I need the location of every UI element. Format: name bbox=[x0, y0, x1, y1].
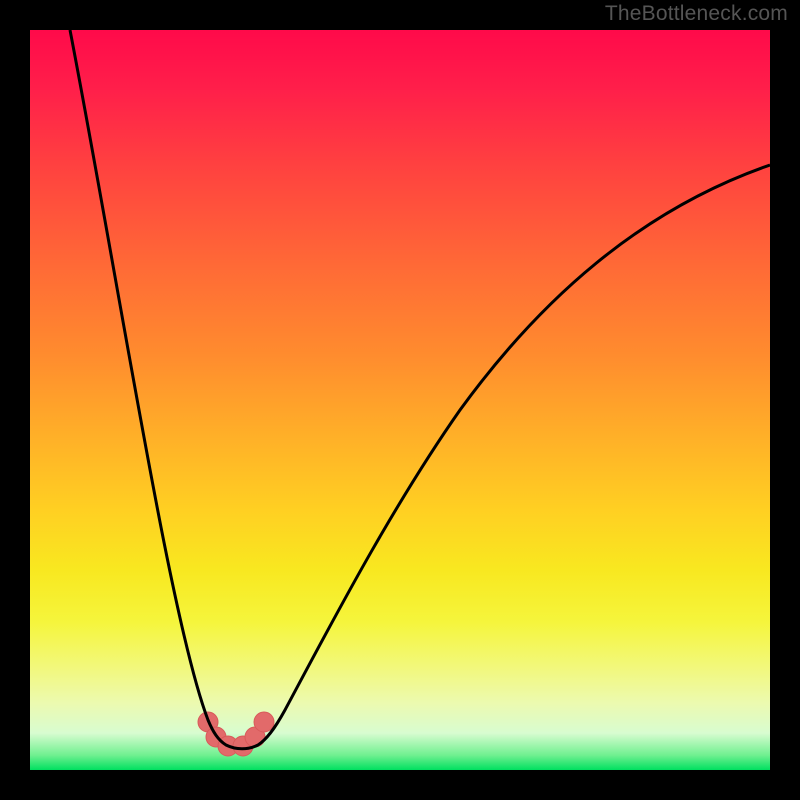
chart-container: TheBottleneck.com bbox=[0, 0, 800, 800]
watermark-text: TheBottleneck.com bbox=[605, 2, 788, 26]
plot-area bbox=[30, 30, 770, 770]
chart-svg bbox=[30, 30, 770, 770]
bottleneck-curve bbox=[70, 30, 770, 749]
trough-marker bbox=[254, 712, 274, 732]
